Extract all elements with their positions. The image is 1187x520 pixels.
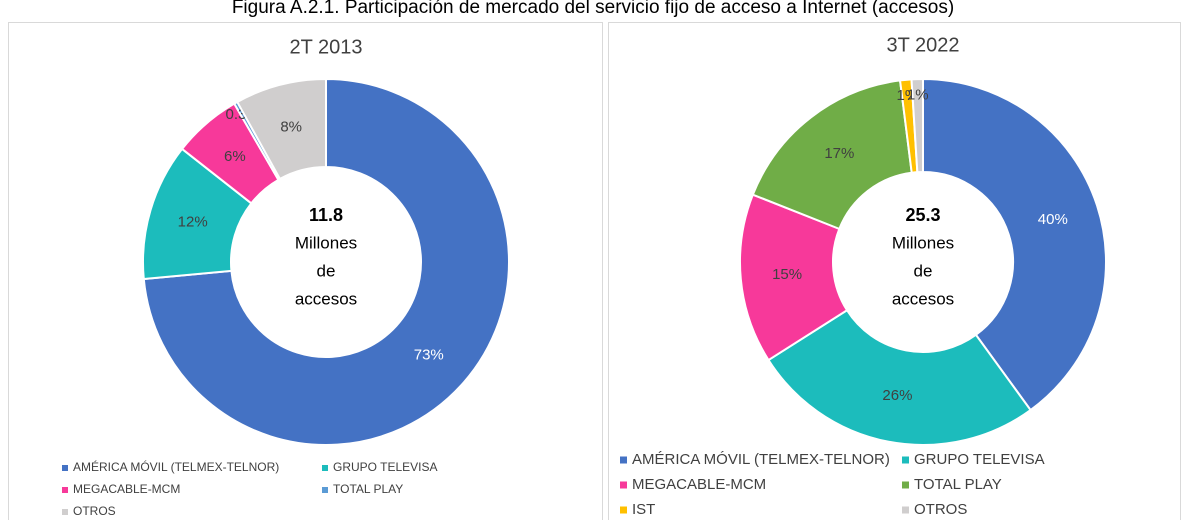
center-value: 25.3 xyxy=(905,205,940,225)
legend-swatch xyxy=(62,509,68,515)
donut-slice xyxy=(235,77,327,181)
legend-label: TOTAL PLAY xyxy=(914,476,1002,493)
donut-slice xyxy=(142,77,510,446)
donut-slice xyxy=(922,77,1107,412)
legend-label: AMÉRICA MÓVIL (TELMEX-TELNOR) xyxy=(632,451,890,468)
legend-label: MEGACABLE-MCM xyxy=(73,482,180,496)
legend-swatch xyxy=(322,465,328,471)
donut-slice xyxy=(910,77,924,174)
donut-slice xyxy=(751,79,913,231)
center-text: accesos xyxy=(295,289,357,308)
legend-label: OTROS xyxy=(914,501,967,518)
legend-label: IST xyxy=(632,501,655,518)
data-label: 15% xyxy=(772,266,802,283)
center-text: Millones xyxy=(892,233,954,252)
legend-swatch xyxy=(620,456,627,464)
center-text: accesos xyxy=(892,289,954,308)
chart-title: 2T 2013 xyxy=(289,36,362,58)
legend-label: OTROS xyxy=(73,504,116,518)
center-value: 11.8 xyxy=(309,205,343,225)
donut-slice xyxy=(767,308,1032,446)
legend-swatch xyxy=(902,506,909,514)
data-label: 17% xyxy=(824,145,854,162)
data-label: 8% xyxy=(280,118,302,135)
panel-left xyxy=(8,22,603,520)
data-label: 26% xyxy=(882,387,912,404)
center-text: Millones xyxy=(295,233,357,252)
data-label: 6% xyxy=(224,148,246,165)
data-label: 40% xyxy=(1038,211,1068,228)
donut-slice xyxy=(739,193,849,362)
legend-swatch xyxy=(62,487,68,493)
center-text: de xyxy=(317,261,336,280)
legend-swatch xyxy=(620,506,627,514)
data-label: 1% xyxy=(907,87,929,104)
legend-label: GRUPO TELEVISA xyxy=(914,451,1045,468)
chart-title: 3T 2022 xyxy=(886,34,959,56)
legend-swatch xyxy=(620,481,627,489)
legend-swatch xyxy=(902,456,909,464)
legend-swatch xyxy=(62,465,68,471)
center-text: de xyxy=(914,261,933,280)
legend-label: MEGACABLE-MCM xyxy=(632,476,766,493)
legend-swatch xyxy=(902,481,909,489)
figure-title: Figura A.2.1. Participación de mercado d… xyxy=(232,0,954,18)
legend-label: TOTAL PLAY xyxy=(333,482,403,496)
legend-label: GRUPO TELEVISA xyxy=(333,460,437,474)
legend-swatch xyxy=(322,487,328,493)
legend-label: AMÉRICA MÓVIL (TELMEX-TELNOR) xyxy=(73,459,279,474)
data-label: 73% xyxy=(414,347,444,364)
data-label: 12% xyxy=(178,214,208,231)
panel-right xyxy=(608,22,1181,520)
